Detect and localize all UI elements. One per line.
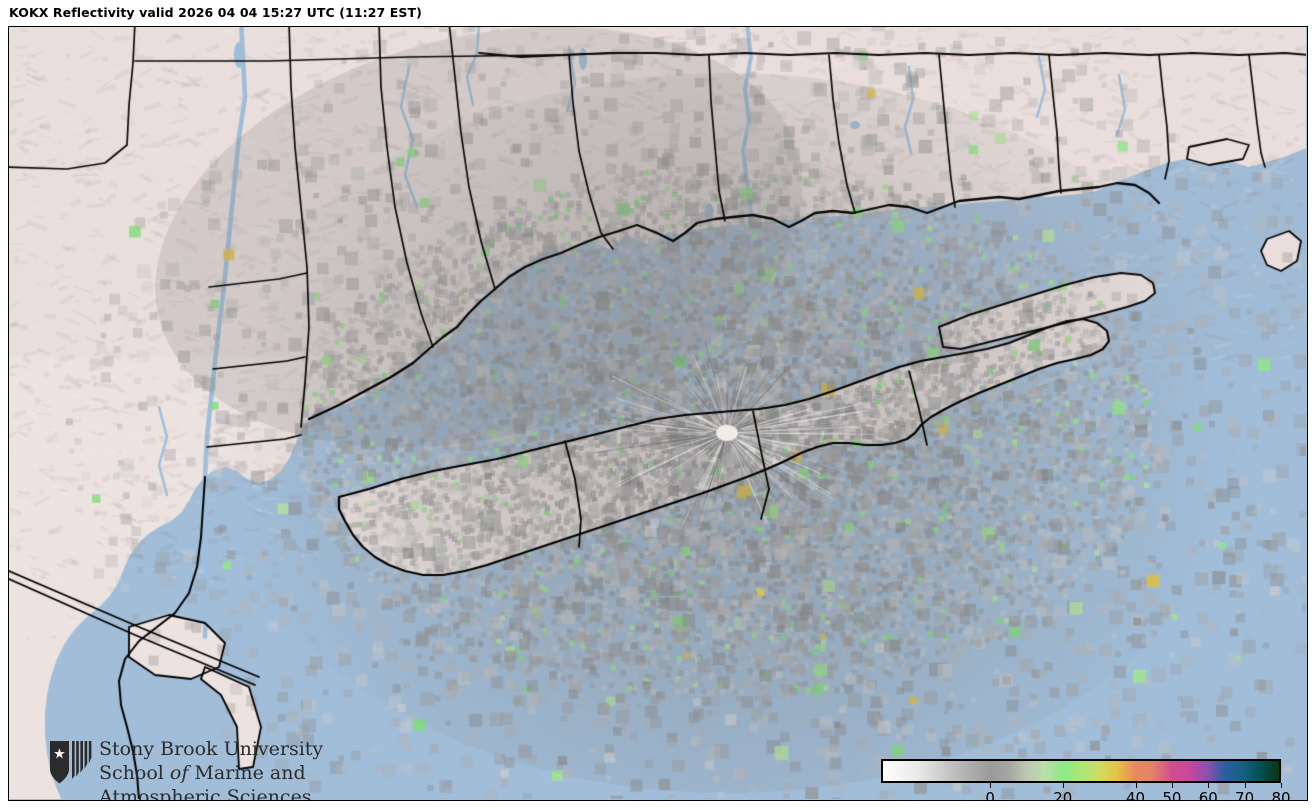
reflectivity-colorbar: 0 20 40 50 60 70 80 (879, 757, 1291, 801)
title-bar: KOKX Reflectivity valid 2026 04 04 15:27… (0, 0, 1316, 26)
colorbar-gradient-box (881, 759, 1281, 783)
colorbar-tick-label: 20 (1053, 789, 1073, 801)
radar-map-canvas[interactable] (9, 27, 1306, 799)
colorbar-tick-label: 60 (1198, 789, 1218, 801)
colorbar-tick-mark (1244, 783, 1246, 788)
colorbar-tick-label: 80 (1271, 789, 1291, 801)
radar-map-frame[interactable]: 0 20 40 50 60 70 80 Stony Brook University Sch… (8, 26, 1308, 801)
colorbar-tick-label: 40 (1125, 789, 1146, 801)
colorbar-tick-label: 0 (985, 789, 995, 801)
colorbar-tick-mark (990, 783, 992, 788)
colorbar-tick-label: 50 (1162, 789, 1182, 801)
colorbar-tick-mark (1281, 783, 1282, 788)
colorbar-tick-mark (1171, 783, 1173, 788)
colorbar-tick-label: 70 (1235, 789, 1255, 801)
colorbar-tick-axis: 0 20 40 50 60 70 80 (881, 783, 1291, 801)
colorbar-tick-mark (1208, 783, 1210, 788)
page-title: KOKX Reflectivity valid 2026 04 04 15:27… (9, 5, 422, 20)
colorbar-tick-mark (1062, 783, 1064, 788)
colorbar-tick-mark (1135, 783, 1137, 788)
colorbar-gradient (883, 761, 1279, 781)
